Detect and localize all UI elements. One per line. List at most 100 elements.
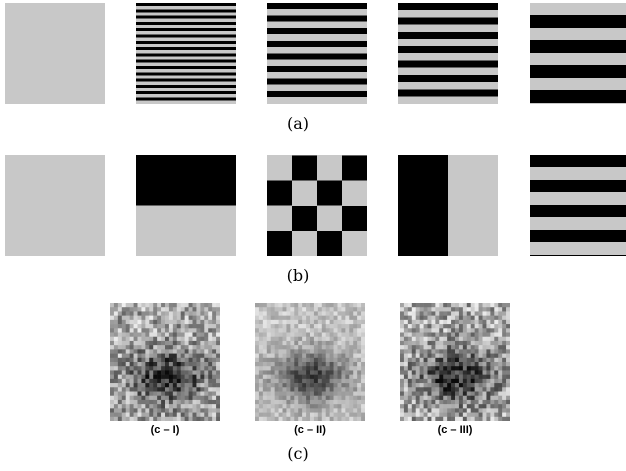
- pixel: [302, 413, 306, 418]
- pixel: [181, 404, 185, 409]
- pixel: [153, 307, 157, 312]
- pixel: [114, 379, 118, 384]
- pixel: [189, 303, 193, 308]
- pixel: [467, 362, 471, 367]
- pixel: [165, 320, 169, 325]
- pixel: [471, 387, 475, 392]
- pixel: [334, 328, 338, 333]
- basis-image: [267, 3, 367, 104]
- pixel: [451, 362, 455, 367]
- pixel: [479, 358, 483, 363]
- pixel: [334, 324, 338, 329]
- pixel: [306, 311, 310, 316]
- pixel: [322, 417, 326, 421]
- pixel: [349, 328, 353, 333]
- pixel: [416, 370, 420, 375]
- pixel: [271, 379, 275, 384]
- pixel: [263, 358, 267, 363]
- pixel: [463, 362, 467, 367]
- pixel: [114, 417, 118, 421]
- pixel: [189, 400, 193, 405]
- pixel: [204, 362, 208, 367]
- pixel: [216, 417, 220, 421]
- pixel: [267, 341, 271, 346]
- pixel: [341, 417, 345, 421]
- pixel: [498, 417, 502, 421]
- pixel: [279, 400, 283, 405]
- pixel: [302, 358, 306, 363]
- pixel: [330, 337, 334, 342]
- pixel: [408, 404, 412, 409]
- pixel: [349, 307, 353, 312]
- pixel: [326, 400, 330, 405]
- pixel: [189, 387, 193, 392]
- pixel: [126, 383, 130, 388]
- pixel: [494, 408, 498, 413]
- pixel: [345, 375, 349, 380]
- pixel: [169, 396, 173, 401]
- pixel: [173, 400, 177, 405]
- pixel: [302, 303, 306, 308]
- pixel: [330, 349, 334, 354]
- pixel: [494, 328, 498, 333]
- pixel: [302, 400, 306, 405]
- pixel: [263, 383, 267, 388]
- pixel: [400, 303, 404, 308]
- pixel: [130, 333, 134, 338]
- pixel: [134, 341, 138, 346]
- pixel: [110, 354, 114, 359]
- pixel: [204, 345, 208, 350]
- pixel: [177, 383, 181, 388]
- pixel: [490, 370, 494, 375]
- pixel: [463, 337, 467, 342]
- pixel: [428, 362, 432, 367]
- pixel: [435, 362, 439, 367]
- pixel: [424, 307, 428, 312]
- pixel: [306, 396, 310, 401]
- pixel: [443, 370, 447, 375]
- pixel: [134, 417, 138, 421]
- pixel: [263, 324, 267, 329]
- pixel: [271, 303, 275, 308]
- pixel: [479, 320, 483, 325]
- pixel: [200, 400, 204, 405]
- pixel: [173, 316, 177, 321]
- pixel: [181, 341, 185, 346]
- pixel: [322, 333, 326, 338]
- pixel: [169, 392, 173, 397]
- pixel: [314, 383, 318, 388]
- pixel: [400, 324, 404, 329]
- pixel: [463, 408, 467, 413]
- pixel: [200, 316, 204, 321]
- pixel: [212, 417, 216, 421]
- pixel: [263, 354, 267, 359]
- pixel: [341, 396, 345, 401]
- pixel: [451, 417, 455, 421]
- pixel: [153, 354, 157, 359]
- pixel: [463, 375, 467, 380]
- pixel: [451, 392, 455, 397]
- pixel: [145, 316, 149, 321]
- pixel: [110, 370, 114, 375]
- pixel: [479, 362, 483, 367]
- pixel: [169, 320, 173, 325]
- pixel: [506, 345, 510, 350]
- pixel: [459, 413, 463, 418]
- pixel: [338, 333, 342, 338]
- pixel: [173, 413, 177, 418]
- pixel: [298, 324, 302, 329]
- image-label: (c – I): [151, 424, 180, 436]
- pixel: [490, 316, 494, 321]
- pixel: [122, 303, 126, 308]
- pixel: [483, 408, 487, 413]
- pixel: [130, 370, 134, 375]
- pixel: [200, 320, 204, 325]
- pixel: [424, 337, 428, 342]
- pixel: [263, 345, 267, 350]
- pixel: [271, 320, 275, 325]
- pixel: [141, 333, 145, 338]
- pixel: [483, 345, 487, 350]
- pixel: [361, 362, 365, 367]
- pixel: [126, 311, 130, 316]
- pixel: [173, 349, 177, 354]
